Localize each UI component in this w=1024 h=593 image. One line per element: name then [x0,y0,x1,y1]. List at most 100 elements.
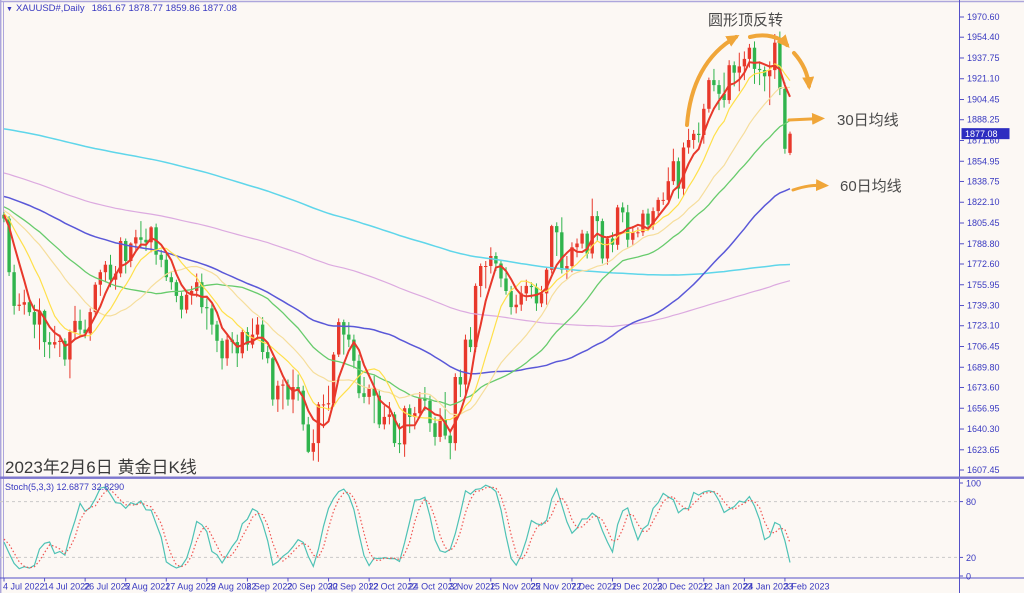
time-axis-label: 26 Jul 2022 [84,582,131,592]
candle-body [240,332,244,354]
dropdown-triangle-icon[interactable]: ▼ [6,6,13,13]
time-axis-label: 15 Nov 2022 [490,582,541,592]
candle-body [484,266,488,267]
candle-body [103,264,108,273]
candle-body [144,239,148,243]
chart-title: ▼ XAUUSD#,Daily 1861.67 1878.77 1859.86 18… [6,3,237,14]
candle-body [707,80,711,109]
candle-body [321,404,326,406]
price-axis-label: 1623.65 [967,445,1000,455]
annotation-ma30-label: 30日均线 [837,112,899,129]
candle-body [129,243,133,261]
candle-body [428,400,432,424]
candle-body [626,212,630,240]
candle-body [732,65,736,73]
candle-body [560,232,564,270]
candle-body [418,398,422,414]
candle-body [453,377,457,444]
candle-body [12,272,16,306]
price-axis-label: 1772.60 [967,259,1000,269]
candle-body [590,216,594,254]
symbol-timeframe-label: XAUUSD#,Daily [15,3,85,14]
price-axis-label: 1788.80 [967,239,1000,249]
candle-body [326,403,331,405]
price-axis-label: 1640.30 [967,424,1000,434]
candle-body [195,282,199,291]
time-axis-label: 20 Sep 2022 [287,582,338,592]
candle-body [676,161,681,189]
candle-body [382,416,386,425]
candle-body [362,393,366,397]
candle-body [93,284,97,313]
candle-body [529,285,534,288]
candle-body [200,282,204,308]
price-axis-label: 1970.60 [967,12,1000,22]
candle-body [641,213,645,233]
candle-body [342,322,346,335]
price-axis-label: 1954.40 [967,32,1000,42]
candle-body [473,285,478,347]
candle-body [78,320,82,330]
annotation-rounded-top-label: 圆形顶反转 [708,12,784,29]
candle-body [717,85,721,94]
candle-body [636,232,640,234]
price-axis-label: 1739.30 [967,301,1000,311]
candle-body [671,161,676,182]
current-price-text: 1877.08 [965,129,998,139]
candle-body [646,213,650,225]
candle-body [134,237,138,244]
candle-body [448,435,452,444]
candle-body [179,295,184,310]
price-axis-label: 1888.25 [967,115,1000,125]
price-axis-label: 1656.95 [967,403,1000,413]
candle-body [108,264,113,280]
price-axis-label: 1805.45 [967,218,1000,228]
candle-body [22,302,26,305]
candle-body [7,218,11,273]
price-axis-label: 1755.95 [967,280,1000,290]
candle-body [88,312,92,334]
candle-body [27,302,32,313]
candle-body [53,342,57,345]
candle-body [347,334,351,340]
price-axis[interactable]: 1970.60 1954.40 1937.75 1921.10 1904.45 1888.… [960,12,1010,475]
candle-body [631,232,635,240]
candle-body [550,226,554,270]
candle-body [686,140,691,148]
candle-body [124,241,128,261]
candle-body [697,133,701,135]
candle-body [149,227,153,243]
candle-body [656,199,660,212]
candle-body [788,133,792,153]
candle-body [651,211,655,225]
candle-body [210,308,214,325]
ma60-line [3,188,791,375]
candle-body [580,233,584,244]
candle-body [595,216,599,222]
stochastic-panel[interactable]: 100 80 20 0 [0,479,981,582]
candle-body [271,358,275,400]
candle-body [68,332,72,360]
price-axis-label: 1871.60 [967,135,1000,145]
current-price-badge [961,128,1010,140]
candle-body [255,324,260,335]
candle-body [205,307,209,309]
candle-body [387,414,392,417]
candle-body [174,282,179,296]
date-caption: 2023年2月6日 黄金日K线 [5,458,197,477]
candle-body [32,312,37,325]
candle-body [666,181,670,200]
candle-body [621,207,625,213]
time-axis-label: 12 Oct 2022 [368,582,417,592]
candle-body [575,243,579,248]
candle-body [63,340,67,360]
candle-body [118,241,123,274]
candle-body [463,339,468,385]
candle-body [357,360,361,394]
ma120-line [3,172,791,328]
candle-body [565,266,569,270]
ma10-line [3,63,791,422]
